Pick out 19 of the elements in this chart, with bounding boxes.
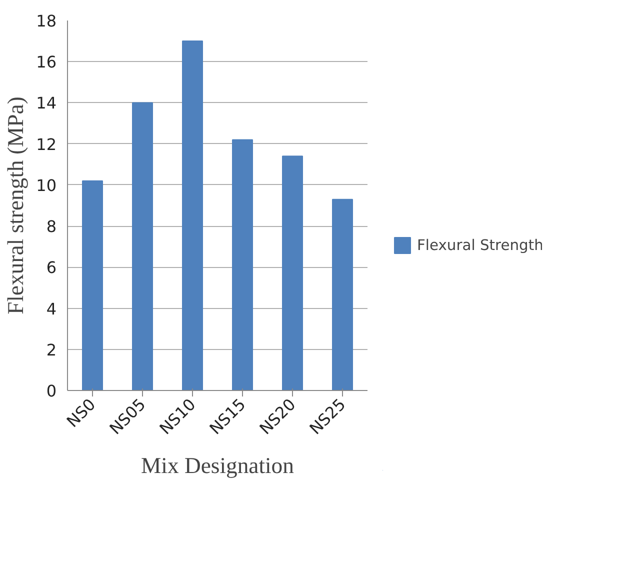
bar <box>82 180 103 390</box>
y-tick-label: 6 <box>46 258 57 278</box>
y-tick-label: 14 <box>36 94 56 113</box>
y-axis-title: Flexural strength (MPa) <box>3 96 28 314</box>
bar <box>282 156 303 390</box>
bar <box>132 102 153 390</box>
y-tick-label: 2 <box>46 340 57 360</box>
bar <box>182 40 203 390</box>
bar <box>332 198 353 390</box>
y-tick-label: 18 <box>36 12 56 30</box>
y-tick-label: 12 <box>36 134 56 154</box>
y-tick-label: 8 <box>46 217 57 236</box>
x-axis-title: Mix Designation <box>141 452 294 478</box>
y-tick-label: 10 <box>36 176 56 195</box>
y-tick-label: 16 <box>36 52 56 72</box>
y-tick-label: 0 <box>46 382 57 400</box>
bar <box>232 139 253 390</box>
y-tick-label: 4 <box>46 299 57 318</box>
legend-label: Flexural Strength <box>417 236 543 254</box>
